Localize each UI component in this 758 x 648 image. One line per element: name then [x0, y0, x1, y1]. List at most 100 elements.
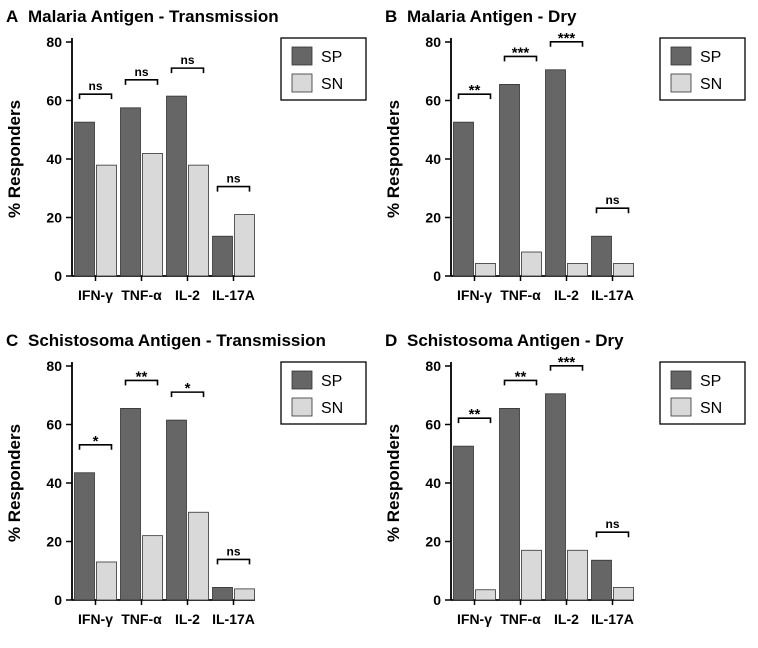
x-tick-label: IL-2	[175, 611, 200, 627]
bar-sp	[212, 235, 233, 277]
bar-sp	[120, 107, 141, 277]
legend-label-sn: SN	[700, 400, 722, 417]
y-tick-label: 40	[425, 151, 441, 167]
significance-label: ***	[558, 30, 576, 47]
bar-sn	[96, 164, 117, 277]
legend-label-sn: SN	[700, 76, 722, 93]
y-tick-label: 0	[433, 268, 441, 284]
panel-c: C Schistosoma Antigen - Transmission % Res…	[5, 331, 367, 627]
bar-sp	[453, 121, 474, 277]
legend-swatch-sp	[291, 370, 313, 390]
y-tick-label: 20	[46, 210, 62, 226]
legend-swatch-sn	[291, 397, 313, 417]
legend-swatch-sp	[670, 370, 692, 390]
significance-label: ns	[180, 53, 194, 67]
legend: SP SN	[280, 361, 367, 425]
y-tick-label: 0	[54, 592, 62, 608]
significance-bracket	[595, 531, 630, 538]
x-tick-label: TNF-α	[500, 287, 541, 303]
bar-sp	[120, 408, 141, 601]
y-axis-label: % Responders	[5, 424, 24, 542]
significance-bracket	[170, 391, 205, 398]
x-tick-label: TNF-α	[121, 611, 162, 627]
bar-sp	[591, 235, 612, 277]
legend: SP SN	[659, 37, 746, 101]
panel-b: B Malaria Antigen - Dry % Responders 0 20 40 6…	[384, 7, 746, 303]
legend: SP SN	[280, 37, 367, 101]
legend-label-sp: SP	[700, 49, 721, 66]
x-tick-label: IL-17A	[212, 611, 255, 627]
significance-bracket	[170, 67, 205, 74]
x-tick-label: IFN-γ	[78, 287, 113, 303]
significance-label: **	[469, 82, 481, 99]
bar-sn	[234, 214, 255, 277]
bar-sn	[475, 263, 496, 277]
x-tick-label: IL-2	[554, 611, 579, 627]
x-tick-label: IL-17A	[591, 611, 634, 627]
significance-label: ns	[605, 193, 619, 207]
bar-sp	[499, 84, 520, 277]
significance-label: ns	[226, 544, 240, 558]
y-tick-label: 80	[425, 358, 441, 374]
legend-label-sp: SP	[700, 373, 721, 390]
y-tick-label: 80	[46, 34, 62, 50]
y-tick-label: 60	[425, 93, 441, 109]
panel-letter: B	[385, 7, 397, 26]
bar-sp	[166, 419, 187, 601]
x-tick-label: IFN-γ	[457, 287, 492, 303]
legend-label-sn: SN	[321, 76, 343, 93]
x-tick-label: IL-2	[175, 287, 200, 303]
y-axis-label: % Responders	[5, 100, 24, 218]
bar-sn	[567, 263, 588, 277]
y-tick-label: 60	[46, 93, 62, 109]
significance-bracket	[124, 379, 159, 386]
y-tick-label: 20	[425, 534, 441, 550]
y-tick-label: 80	[425, 34, 441, 50]
x-tick-label: IFN-γ	[78, 611, 113, 627]
bar-sn	[475, 589, 496, 601]
bar-sp	[74, 472, 95, 601]
bar-sp	[212, 587, 233, 601]
x-tick-label: IL-17A	[212, 287, 255, 303]
y-axis-label: % Responders	[384, 100, 403, 218]
bar-sp	[166, 95, 187, 277]
y-tick-label: 80	[46, 358, 62, 374]
significance-label: **	[469, 406, 481, 423]
significance-label: ***	[558, 354, 576, 371]
significance-bracket	[503, 55, 538, 62]
significance-bracket	[549, 364, 584, 371]
y-tick-label: 40	[46, 151, 62, 167]
significance-label: *	[185, 380, 191, 397]
significance-label: *	[93, 433, 99, 450]
y-tick-label: 20	[425, 210, 441, 226]
bar-sp	[499, 408, 520, 601]
significance-bracket	[78, 93, 113, 100]
legend-label-sp: SP	[321, 49, 342, 66]
x-tick-label: IL-2	[554, 287, 579, 303]
bar-sp	[545, 69, 566, 277]
bar-sn	[613, 587, 634, 601]
legend-label-sn: SN	[321, 400, 343, 417]
chart-title: Schistosoma Antigen - Transmission	[28, 331, 326, 350]
panel-letter: D	[385, 331, 397, 350]
panel-letter: C	[6, 331, 18, 350]
x-tick-label: TNF-α	[500, 611, 541, 627]
y-tick-label: 40	[46, 475, 62, 491]
legend-swatch-sp	[291, 46, 313, 66]
significance-label: **	[515, 368, 527, 385]
legend-label-sp: SP	[321, 373, 342, 390]
significance-bracket	[216, 558, 251, 565]
panel-letter: A	[6, 7, 18, 26]
bar-sp	[591, 559, 612, 601]
significance-bracket	[549, 40, 584, 47]
significance-bracket	[457, 93, 492, 100]
legend-swatch-sp	[670, 46, 692, 66]
panel-d: D Schistosoma Antigen - Dry % Responders 0 2…	[384, 331, 746, 627]
bar-sn	[96, 561, 117, 601]
y-axis-label: % Responders	[384, 424, 403, 542]
significance-label: **	[136, 368, 148, 385]
significance-bracket	[595, 207, 630, 214]
significance-bracket	[216, 185, 251, 192]
chart-title: Malaria Antigen - Dry	[407, 7, 577, 26]
legend-swatch-sn	[670, 73, 692, 93]
